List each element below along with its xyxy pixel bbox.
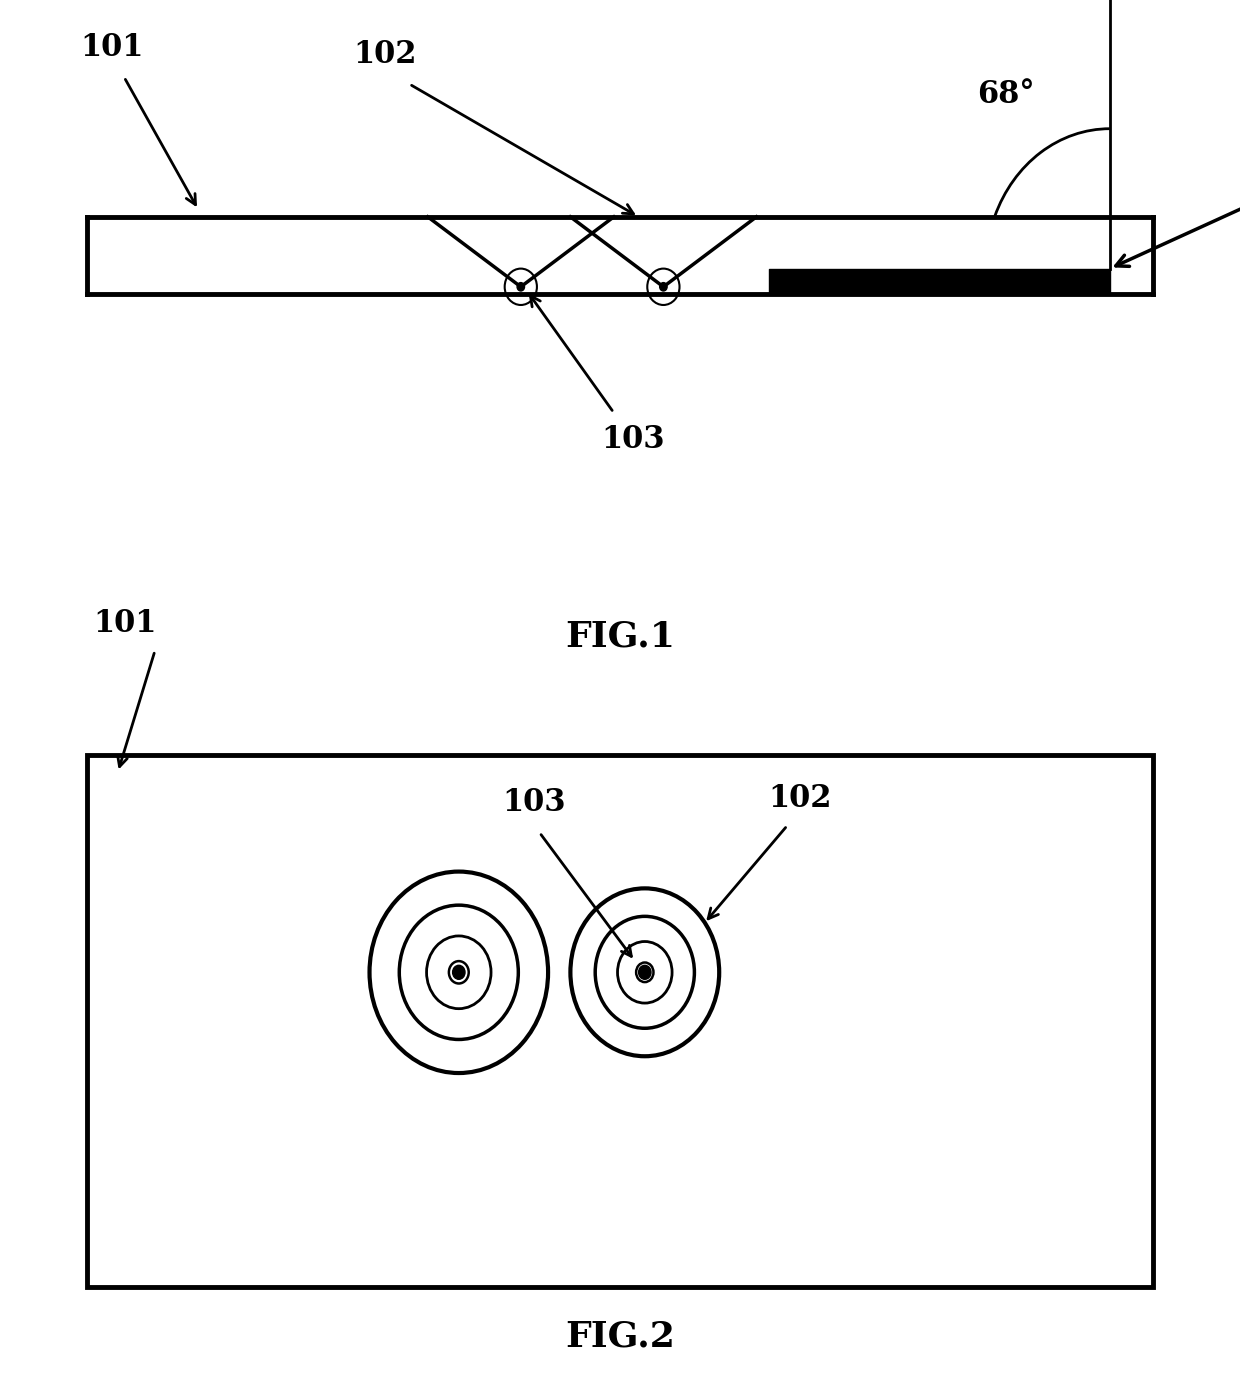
Bar [87,755,1153,1287]
Text: 103: 103 [502,788,565,818]
Text: 101: 101 [81,32,144,63]
Text: 102: 102 [353,39,417,70]
Text: 68°: 68° [977,80,1034,111]
Text: FIG.1: FIG.1 [565,620,675,653]
Text: 101: 101 [93,609,156,639]
Text: 103: 103 [601,424,665,455]
Text: FIG.2: FIG.2 [565,1319,675,1353]
Text: 102: 102 [769,783,832,814]
Circle shape [517,283,525,291]
Circle shape [453,965,465,979]
Circle shape [660,283,667,291]
Circle shape [639,965,651,979]
